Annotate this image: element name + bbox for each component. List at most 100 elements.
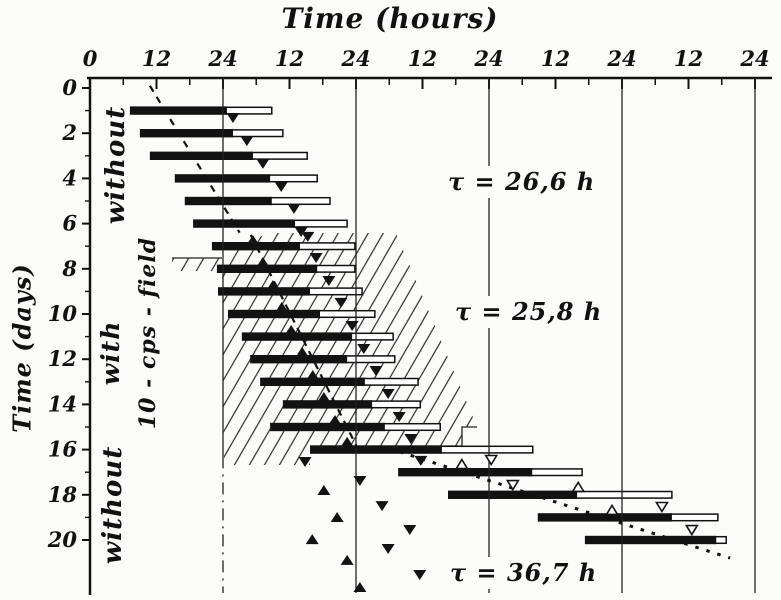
marker-open-down-triangle — [654, 501, 669, 514]
activity-bar-black — [398, 468, 533, 477]
x-axis-tick-label: 12 — [408, 46, 437, 71]
x-axis-tick-label: 0 — [83, 46, 98, 71]
marker-filled-down-triangle — [256, 158, 270, 169]
x-axis-tick-label: 24 — [473, 46, 503, 71]
y-axis-tick-label: 2 — [61, 120, 77, 145]
marker-open-down-triangle — [484, 454, 499, 467]
activity-bar-white — [308, 287, 363, 296]
markers — [226, 113, 699, 593]
marker-filled-up-triangle — [275, 301, 289, 312]
y-axis-tick-label: 12 — [48, 346, 77, 371]
activity-bar-black — [149, 151, 253, 160]
activity-bar-white — [383, 422, 441, 432]
marker-filled-down-triangle — [309, 252, 323, 263]
marker-filled-up-triangle — [317, 485, 331, 496]
marker-filled-down-triangle — [392, 412, 406, 423]
y-axis-tick-label: 14 — [48, 391, 77, 416]
activity-bar-black — [139, 129, 233, 138]
activity-bar-black — [211, 242, 301, 251]
activity-bar-white — [293, 219, 348, 228]
marker-filled-up-triangle — [246, 235, 260, 246]
marker-filled-down-triangle — [322, 276, 336, 287]
condition-label: 10 - cps - field — [135, 237, 161, 429]
marker-filled-down-triangle — [369, 365, 383, 376]
tau-annotation-backing — [442, 557, 594, 589]
activity-bar-black — [218, 287, 311, 296]
trend-lines — [148, 85, 731, 560]
activity-bar-black — [227, 309, 320, 319]
y-axis-tick-label: 20 — [47, 527, 78, 552]
marker-open-down-triangle — [684, 524, 699, 537]
marker-filled-down-triangle — [240, 136, 254, 147]
y-axis-tick-label: 6 — [62, 211, 77, 236]
marker-filled-down-triangle — [353, 476, 367, 487]
marker-filled-up-triangle — [340, 436, 354, 447]
activity-bar-white — [440, 445, 534, 454]
activity-bar-white — [268, 174, 318, 183]
gridlines — [222, 78, 756, 593]
marker-filled-down-triangle — [274, 181, 288, 192]
marker-filled-up-triangle — [284, 325, 298, 336]
marker-filled-up-triangle — [340, 554, 354, 565]
activity-bar-black — [282, 400, 373, 409]
marker-filled-up-triangle — [266, 280, 280, 291]
marker-filled-up-triangle — [330, 511, 344, 522]
x-axis-tick-label: 24 — [606, 46, 636, 71]
x-axis-title: Time (hours) — [281, 2, 499, 35]
activity-bar-black — [447, 490, 578, 499]
y-axis-tick-label: 10 — [48, 301, 78, 326]
marker-filled-down-triangle — [375, 501, 389, 512]
marker-filled-down-triangle — [287, 203, 301, 214]
marker-filled-up-triangle — [306, 370, 320, 381]
y-axis-tick-label: 4 — [62, 165, 77, 190]
activity-bar-white — [270, 196, 331, 206]
marker-open-down-triangle — [505, 479, 520, 492]
activity-bar-black — [260, 377, 365, 386]
activity-bar-white — [345, 355, 396, 364]
activity-bar-black — [241, 332, 353, 341]
activity-bar-white — [231, 129, 284, 138]
marker-filled-down-triangle — [413, 570, 427, 581]
activity-bar-black — [184, 196, 272, 206]
marker-filled-down-triangle — [403, 525, 417, 536]
tau-annotation-backing — [440, 166, 592, 198]
activity-bar-white — [315, 264, 356, 273]
marker-filled-down-triangle — [301, 231, 315, 242]
activity-bar-white — [225, 106, 273, 115]
tau-annotation: τ = 26,6 h — [448, 167, 595, 196]
activity-bar-white — [318, 309, 376, 319]
trend-line-tau-36.7 — [399, 450, 731, 560]
activity-bar-white — [670, 513, 719, 522]
marker-filled-down-triangle — [298, 457, 312, 468]
marker-filled-down-triangle — [345, 320, 359, 331]
tau-annotation: τ = 25,8 h — [455, 297, 602, 326]
marker-open-up-triangle — [571, 480, 586, 493]
marker-filled-up-triangle — [317, 391, 331, 402]
y-axis-tick-label: 8 — [61, 256, 77, 281]
activity-bar-white — [530, 468, 583, 477]
marker-filled-down-triangle — [226, 113, 240, 124]
condition-label: without — [101, 106, 131, 224]
condition-label: with — [96, 321, 125, 386]
x-axis-tick-label: 24 — [739, 46, 769, 71]
activity-bar-black — [270, 422, 385, 432]
marker-open-up-triangle — [605, 503, 619, 516]
x-axis-tick-label: 12 — [541, 46, 570, 71]
marker-filled-down-triangle — [414, 455, 428, 466]
tau-annotations: τ = 26,6 h τ = 25,8 h τ = 36,7 h — [440, 166, 602, 589]
marker-filled-up-triangle — [353, 582, 367, 593]
condition-label: without — [98, 446, 128, 564]
activity-bar-black — [129, 106, 227, 115]
activity-bar-black — [537, 513, 672, 522]
marker-filled-up-triangle — [305, 534, 319, 545]
activity-bar-black — [584, 535, 717, 545]
marker-filled-down-triangle — [334, 297, 348, 308]
y-axis-tick-label: 18 — [48, 482, 78, 507]
activity-bar-white — [575, 490, 673, 499]
y-axis-tick-label: 16 — [48, 437, 78, 462]
hatch-strip-polygon — [172, 258, 222, 271]
y-axis-tick-label: 0 — [62, 75, 77, 100]
activity-bar-white — [714, 535, 727, 545]
